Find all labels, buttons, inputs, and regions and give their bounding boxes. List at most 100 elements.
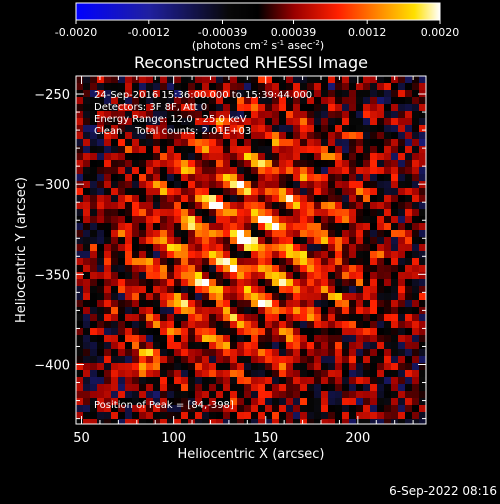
- heatmap-cell: [398, 97, 406, 105]
- heatmap-cell: [174, 111, 182, 119]
- heatmap-cell: [398, 230, 406, 238]
- heatmap-cell: [314, 111, 322, 119]
- heatmap-cell: [188, 125, 196, 133]
- heatmap-cell: [300, 370, 308, 378]
- heatmap-cell: [272, 83, 280, 91]
- heatmap-cell: [83, 349, 91, 357]
- heatmap-cell: [244, 314, 252, 322]
- heatmap-cell: [335, 412, 343, 420]
- heatmap-cell: [118, 216, 126, 224]
- heatmap-cell: [286, 174, 294, 182]
- heatmap-cell: [174, 419, 182, 424]
- heatmap-cell: [237, 174, 245, 182]
- heatmap-cell: [188, 118, 196, 126]
- heatmap-cell: [153, 202, 161, 210]
- heatmap-cell: [377, 335, 385, 343]
- heatmap-cell: [132, 384, 140, 392]
- heatmap-cell: [125, 76, 133, 84]
- heatmap-cell: [146, 118, 154, 126]
- heatmap-cell: [370, 139, 378, 147]
- heatmap-cell: [160, 398, 168, 406]
- heatmap-cell: [391, 391, 399, 399]
- heatmap-cell: [230, 244, 238, 252]
- heatmap-cell: [118, 111, 126, 119]
- heatmap-cell: [349, 328, 357, 336]
- heatmap-cell: [363, 300, 371, 308]
- heatmap-cell: [328, 216, 336, 224]
- heatmap-cell: [272, 342, 280, 350]
- heatmap-image: [76, 76, 426, 424]
- heatmap-cell: [174, 230, 182, 238]
- heatmap-cell: [258, 314, 266, 322]
- heatmap-cell: [223, 391, 231, 399]
- heatmap-cell: [174, 314, 182, 322]
- heatmap-cell: [202, 328, 210, 336]
- heatmap-cell: [174, 132, 182, 140]
- heatmap-cell: [97, 202, 105, 210]
- heatmap-cell: [342, 209, 350, 217]
- heatmap-cell: [97, 363, 105, 371]
- heatmap-cell: [391, 335, 399, 343]
- heatmap-cell: [405, 209, 413, 217]
- heatmap-cell: [258, 146, 266, 154]
- heatmap-cell: [251, 293, 259, 301]
- heatmap-cell: [139, 230, 147, 238]
- heatmap-cell: [76, 300, 84, 308]
- heatmap-cell: [412, 391, 420, 399]
- heatmap-cell: [139, 321, 147, 329]
- heatmap-cell: [293, 300, 301, 308]
- heatmap-cell: [405, 202, 413, 210]
- heatmap-cell: [90, 258, 98, 266]
- heatmap-cell: [111, 181, 119, 189]
- heatmap-cell: [97, 167, 105, 175]
- heatmap-cell: [160, 76, 168, 84]
- heatmap-cell: [125, 272, 133, 280]
- heatmap-cell: [146, 160, 154, 168]
- heatmap-cell: [230, 146, 238, 154]
- heatmap-cell: [286, 349, 294, 357]
- heatmap-cell: [76, 139, 84, 147]
- heatmap-cell: [314, 349, 322, 357]
- heatmap-cell: [202, 321, 210, 329]
- heatmap-cell: [321, 202, 329, 210]
- heatmap-cell: [251, 174, 259, 182]
- heatmap-cell: [279, 391, 287, 399]
- heatmap-cell: [272, 384, 280, 392]
- heatmap-cell: [111, 370, 119, 378]
- heatmap-cell: [90, 146, 98, 154]
- heatmap-cell: [349, 307, 357, 315]
- heatmap-cell: [286, 104, 294, 112]
- heatmap-cell: [286, 384, 294, 392]
- heatmap-cell: [195, 167, 203, 175]
- heatmap-cell: [181, 279, 189, 287]
- heatmap-cell: [76, 83, 84, 91]
- heatmap-cell: [139, 83, 147, 91]
- heatmap-cell: [356, 230, 364, 238]
- heatmap-cell: [153, 83, 161, 91]
- heatmap-cell: [153, 251, 161, 259]
- heatmap-cell: [265, 125, 273, 133]
- heatmap-cell: [202, 90, 210, 98]
- heatmap-cell: [307, 335, 315, 343]
- heatmap-cell: [237, 125, 245, 133]
- heatmap-cell: [216, 307, 224, 315]
- heatmap-cell: [293, 125, 301, 133]
- heatmap-cell: [286, 160, 294, 168]
- heatmap-cell: [209, 265, 217, 273]
- heatmap-cell: [391, 188, 399, 196]
- heatmap-cell: [125, 111, 133, 119]
- heatmap-cell: [328, 265, 336, 273]
- heatmap-cell: [391, 293, 399, 301]
- heatmap-cell: [391, 230, 399, 238]
- heatmap-cell: [314, 307, 322, 315]
- heatmap-cell: [356, 139, 364, 147]
- heatmap-cell: [181, 223, 189, 231]
- heatmap-cell: [419, 167, 426, 175]
- heatmap-cell: [265, 321, 273, 329]
- heatmap-cell: [286, 321, 294, 329]
- heatmap-cell: [391, 328, 399, 336]
- heatmap-cell: [181, 104, 189, 112]
- heatmap-cell: [349, 272, 357, 280]
- heatmap-cell: [398, 104, 406, 112]
- heatmap-cell: [195, 146, 203, 154]
